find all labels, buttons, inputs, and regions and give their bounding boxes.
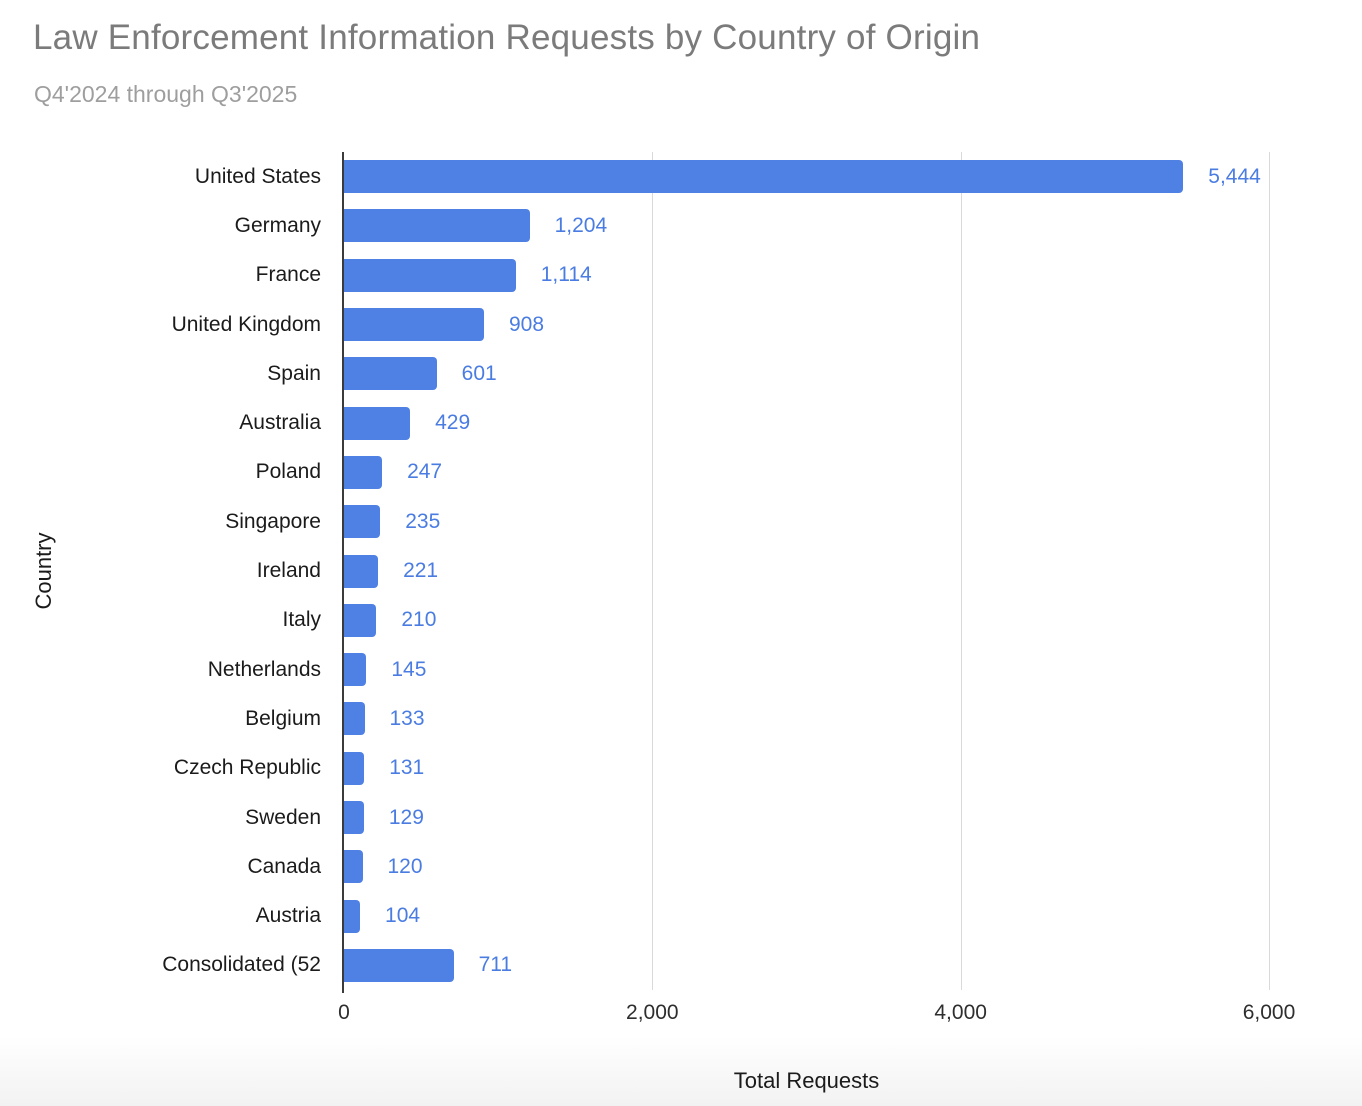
plot-area: 5,444 1,204 1,114 908 601 429 247 235 221 210 145 1… (342, 152, 1270, 993)
bar-row: 210 (344, 596, 1269, 645)
bar (344, 455, 383, 489)
chart-title: Law Enforcement Information Requests by … (33, 18, 981, 57)
category-label: Spain (267, 361, 321, 385)
bar (344, 554, 379, 588)
bar-row: 221 (344, 546, 1269, 595)
category-label: Ireland (256, 559, 321, 583)
bar-row: 1,204 (344, 201, 1269, 250)
category-label: Czech Republic (173, 756, 321, 780)
x-tick-label: 4,000 (934, 1001, 987, 1024)
x-axis-title: Total Requests (733, 1068, 880, 1093)
bar (344, 258, 516, 292)
bar-value-label: 145 (391, 657, 427, 681)
bar (344, 948, 454, 982)
x-axis-ticks: 0 2,000 4,000 6,000 (338, 1001, 1295, 1031)
bar-row: 5,444 (344, 152, 1269, 201)
bar (344, 899, 361, 933)
category-label: Germany (234, 213, 321, 237)
bar-value-label: 711 (478, 953, 513, 977)
bar-row: 145 (344, 645, 1269, 694)
category-label: Poland (255, 460, 321, 484)
bar-row: 601 (344, 349, 1269, 398)
bar-row: 711 (344, 941, 1269, 990)
bar-value-label: 1,204 (554, 213, 608, 237)
bar-value-label: 120 (387, 854, 423, 878)
bar-value-label: 133 (389, 706, 425, 730)
gridline (652, 152, 654, 990)
bar-value-label: 908 (508, 312, 545, 336)
category-label: Canada (247, 854, 321, 878)
bar-value-label: 247 (407, 460, 443, 484)
bar-row: 104 (344, 891, 1269, 940)
bar (344, 308, 484, 342)
bar (344, 850, 363, 884)
bar-value-label: 131 (389, 756, 425, 780)
bar-row: 131 (344, 744, 1269, 793)
category-label: Singapore (225, 509, 321, 533)
bar (344, 801, 364, 834)
category-label: United States (194, 164, 321, 188)
bar-row: 247 (344, 448, 1269, 497)
bar-row: 129 (344, 793, 1269, 842)
bar (344, 505, 381, 539)
bar (344, 603, 377, 637)
x-tick-label: 2,000 (626, 1001, 679, 1024)
bar-value-label: 1,114 (540, 263, 592, 287)
bar (344, 160, 1184, 194)
bar-row: 133 (344, 694, 1269, 743)
category-label: Australia (239, 411, 321, 435)
category-label: Consolidated (52 (162, 953, 321, 977)
gridline (1269, 152, 1270, 990)
category-label: United Kingdom (171, 312, 321, 336)
bar-row: 235 (344, 497, 1269, 546)
y-axis-line (342, 152, 344, 993)
category-label: Sweden (245, 805, 321, 829)
category-label: Italy (282, 608, 321, 632)
bar-value-label: 104 (385, 904, 421, 928)
bar (344, 209, 530, 243)
bar-value-label: 129 (388, 805, 424, 829)
bar (344, 751, 365, 785)
bar (344, 653, 367, 687)
bar-value-label: 429 (435, 411, 471, 435)
bar (344, 702, 365, 736)
bar (344, 357, 437, 391)
category-label: Netherlands (207, 657, 321, 681)
category-label: France (255, 263, 321, 287)
category-label: Belgium (245, 706, 321, 730)
bar-row: 1,114 (344, 251, 1269, 300)
bar-value-label: 210 (401, 608, 437, 632)
category-labels: United States Germany France United Kingdom… (0, 152, 332, 990)
category-label: Austria (255, 904, 321, 928)
chart-subtitle: Q4'2024 through Q3'2025 (34, 81, 298, 107)
bar-value-label: 235 (405, 509, 441, 533)
bar-value-label: 601 (461, 361, 497, 385)
bar-row: 120 (344, 842, 1269, 891)
bar-row: 908 (344, 300, 1269, 349)
bar (344, 406, 411, 440)
bar-value-label: 5,444 (1208, 164, 1261, 188)
bar-value-label: 221 (403, 559, 439, 583)
bar-rows: 5,444 1,204 1,114 908 601 429 247 235 221 210 145 1… (344, 152, 1269, 990)
gridline (960, 152, 962, 990)
x-tick-label: 0 (338, 1001, 350, 1024)
x-tick-label: 6,000 (1242, 1001, 1296, 1024)
bar-row: 429 (344, 398, 1269, 447)
